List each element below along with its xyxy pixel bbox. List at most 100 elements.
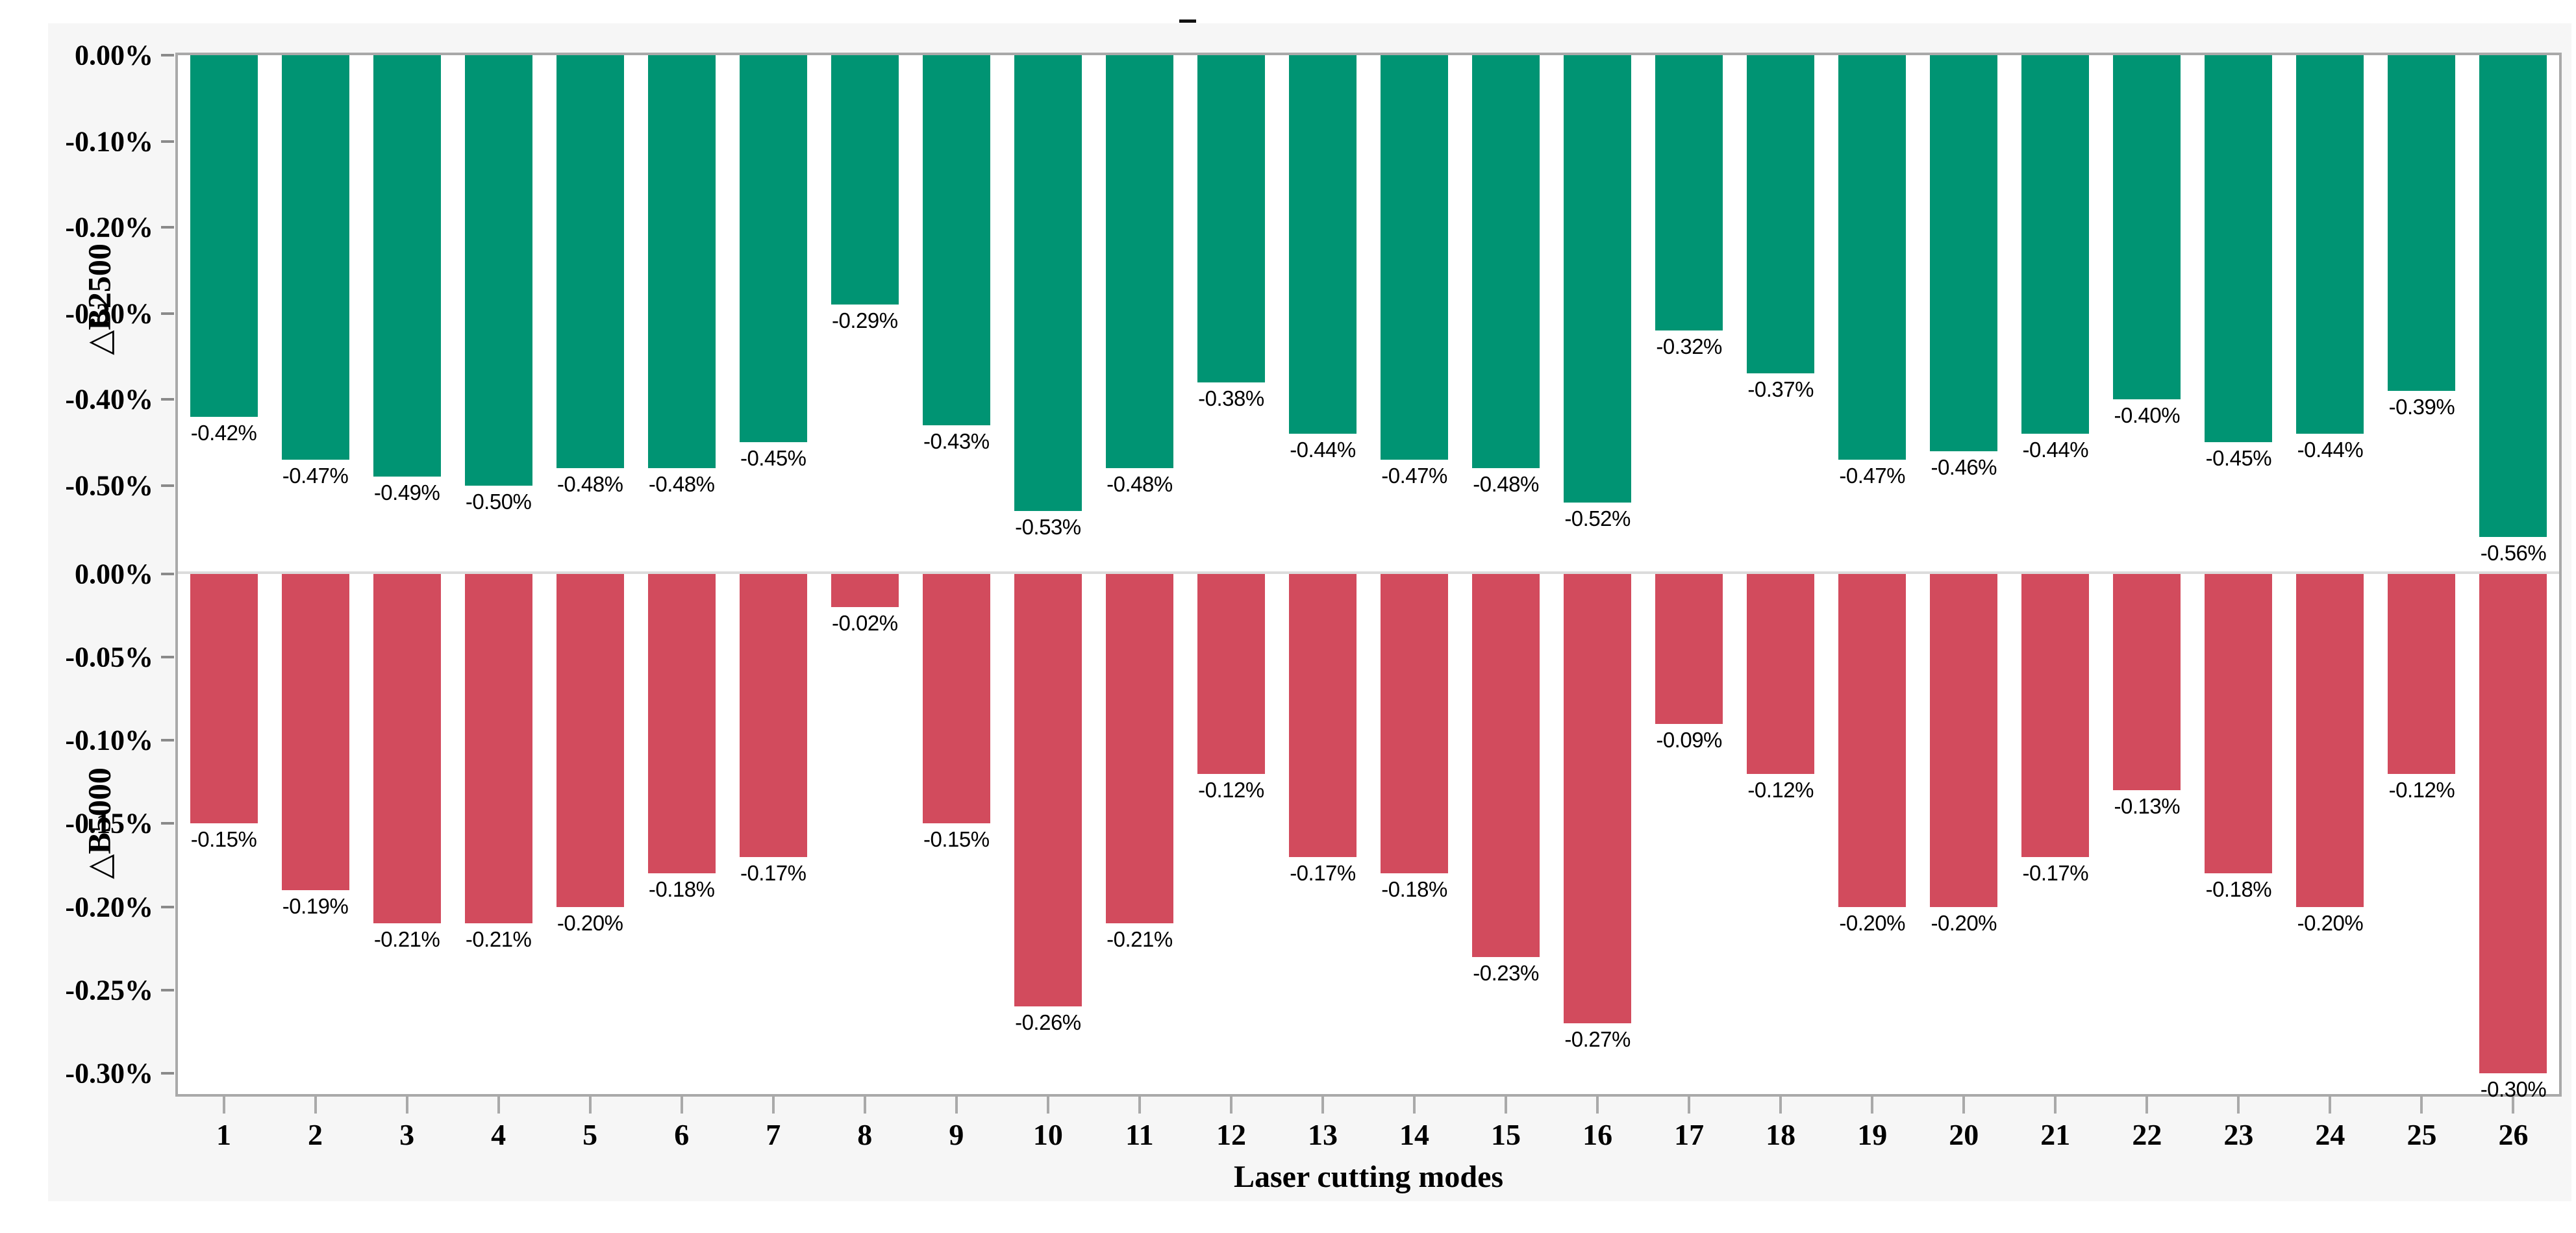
bar-value-label-b5000-mode-5: -0.20% <box>556 910 623 935</box>
y-tick-label-b5000: -0.30% <box>65 1057 153 1090</box>
bar-b2500-mode-23 <box>2205 55 2273 443</box>
bar-b2500-mode-5 <box>556 55 624 468</box>
y-tick-label-b5000: -0.20% <box>65 891 153 923</box>
bar-b5000-mode-11 <box>1105 574 1173 924</box>
bar-b5000-mode-9 <box>922 574 990 824</box>
x-tick-label-mode-4: 4 <box>491 1118 506 1151</box>
bar-b2500-mode-9 <box>922 55 990 425</box>
y-tick-label-b5000: 0.00% <box>75 558 153 590</box>
bar-b5000-mode-15 <box>1472 574 1540 957</box>
bar-b2500-mode-8 <box>831 55 899 305</box>
bar-b2500-mode-16 <box>1564 55 1632 503</box>
bar-value-label-b2500-mode-15: -0.48% <box>1473 472 1539 496</box>
y-tick-label-b2500: -0.50% <box>65 469 153 501</box>
x-tick-mode-26 <box>2512 1097 2515 1114</box>
x-tick-label-mode-3: 3 <box>399 1118 415 1151</box>
y-tick-b2500 <box>161 312 174 315</box>
bar-b2500-mode-7 <box>739 55 807 443</box>
bar-b5000-mode-24 <box>2296 574 2364 907</box>
bar-value-label-b2500-mode-4: -0.50% <box>465 489 532 514</box>
x-tick-label-mode-8: 8 <box>857 1118 873 1151</box>
y-tick-label-b5000: -0.15% <box>65 807 153 840</box>
bar-value-label-b2500-mode-19: -0.47% <box>1839 463 1905 488</box>
bar-value-label-b2500-mode-11: -0.48% <box>1107 472 1173 496</box>
bar-b2500-mode-25 <box>2388 55 2456 391</box>
panel-divider <box>178 571 2559 574</box>
y-tick-label-b5000: -0.05% <box>65 641 153 673</box>
bar-b2500-mode-11 <box>1105 55 1173 468</box>
bar-value-label-b5000-mode-17: -0.09% <box>1656 727 1722 752</box>
y-tick-label-b2500: -0.30% <box>65 297 153 329</box>
bar-value-label-b5000-mode-13: -0.17% <box>1290 860 1356 885</box>
bar-b5000-mode-5 <box>556 574 624 907</box>
x-tick-mode-21 <box>2054 1097 2057 1114</box>
y-tick-b5000 <box>161 739 174 742</box>
bar-b2500-mode-19 <box>1838 55 1907 460</box>
bar-b2500-mode-1 <box>190 55 258 417</box>
bar-value-label-b2500-mode-18: -0.37% <box>1747 377 1814 402</box>
x-tick-mode-17 <box>1688 1097 1691 1114</box>
x-tick-mode-23 <box>2237 1097 2240 1114</box>
bar-value-label-b2500-mode-17: -0.32% <box>1656 334 1722 358</box>
x-axis: Laser cutting modes 1 2 3 4 5 6 7 8 9 10 11 12 13 14 1… <box>175 1097 2562 1227</box>
panel-b5000: -0.15% -0.19% -0.21% -0.21% -0.20% -0.18% -0.1… <box>65 558 2559 1101</box>
x-tick-label-mode-18: 18 <box>1766 1118 1796 1151</box>
y-tick-label-b2500: -0.20% <box>65 211 153 243</box>
bar-value-label-b2500-mode-24: -0.44% <box>2297 438 2364 462</box>
bar-value-label-b2500-mode-22: -0.40% <box>2114 403 2181 427</box>
x-tick-mode-2 <box>314 1097 317 1114</box>
bar-b2500-mode-26 <box>2479 55 2547 537</box>
bar-b2500-mode-4 <box>464 55 532 486</box>
bar-b5000-mode-8 <box>831 574 899 608</box>
bar-b2500-mode-18 <box>1747 55 1815 374</box>
bar-b5000-mode-6 <box>647 574 716 874</box>
x-tick-mode-16 <box>1596 1097 1599 1114</box>
bar-value-label-b5000-mode-25: -0.12% <box>2388 777 2455 802</box>
x-tick-mode-20 <box>1962 1097 1966 1114</box>
x-tick-label-mode-10: 10 <box>1032 1118 1063 1151</box>
bar-value-label-b5000-mode-18: -0.12% <box>1747 777 1814 802</box>
bar-value-label-b5000-mode-10: -0.26% <box>1015 1010 1081 1035</box>
x-tick-label-mode-22: 22 <box>2132 1118 2162 1151</box>
bar-b5000-mode-3 <box>373 574 441 924</box>
x-tick-mode-24 <box>2329 1097 2332 1114</box>
bar-b5000-mode-17 <box>1655 574 1723 724</box>
x-tick-mode-5 <box>588 1097 592 1114</box>
bar-b5000-mode-12 <box>1197 574 1265 774</box>
x-tick-label-mode-9: 9 <box>949 1118 964 1151</box>
y-tick-b5000 <box>161 573 174 575</box>
bar-value-label-b5000-mode-20: -0.20% <box>1931 910 1997 935</box>
y-tick-b5000 <box>161 988 174 991</box>
x-tick-label-mode-1: 1 <box>216 1118 232 1151</box>
bar-value-label-b2500-mode-14: -0.47% <box>1381 463 1447 488</box>
bar-value-label-b2500-mode-20: -0.46% <box>1931 455 1997 479</box>
bar-value-label-b2500-mode-16: -0.52% <box>1564 506 1631 530</box>
y-tick-b2500 <box>161 398 174 401</box>
bar-b2500-mode-15 <box>1472 55 1540 468</box>
bar-value-label-b2500-mode-3: -0.49% <box>373 480 440 505</box>
bar-b2500-mode-6 <box>647 55 716 468</box>
bar-b5000-mode-25 <box>2388 574 2456 774</box>
bar-value-label-b5000-mode-19: -0.20% <box>1839 910 1905 935</box>
bar-value-label-b5000-mode-3: -0.21% <box>373 927 440 952</box>
chart-figure: △B2500 △B5000 -0.42% -0.47% -0.49% -0.50% -0… <box>48 23 2571 1201</box>
y-tick-b5000 <box>161 905 174 908</box>
bar-b2500-mode-13 <box>1288 55 1357 434</box>
plot-frame: -0.42% -0.47% -0.49% -0.50% -0.48% -0.48% -0.4… <box>65 40 2562 1101</box>
x-axis-title: Laser cutting modes <box>1233 1160 1504 1194</box>
bar-b2500-mode-14 <box>1381 55 1449 460</box>
y-tick-label-b2500: -0.10% <box>65 125 153 157</box>
x-tick-mode-13 <box>1321 1097 1324 1114</box>
bar-b5000-mode-23 <box>2205 574 2273 874</box>
x-tick-label-mode-13: 13 <box>1307 1118 1338 1151</box>
bar-value-label-b5000-mode-21: -0.17% <box>2022 860 2089 885</box>
x-tick-label-mode-21: 21 <box>2040 1118 2071 1151</box>
bar-value-label-b2500-mode-25: -0.39% <box>2388 394 2455 419</box>
x-tick-mode-19 <box>1871 1097 1874 1114</box>
x-tick-label-mode-6: 6 <box>674 1118 690 1151</box>
bar-value-label-b5000-mode-22: -0.13% <box>2114 794 2181 819</box>
bar-value-label-b5000-mode-23: -0.18% <box>2205 877 2272 902</box>
bar-b5000-mode-16 <box>1564 574 1632 1024</box>
x-tick-mode-10 <box>1046 1097 1049 1114</box>
x-tick-label-mode-16: 16 <box>1582 1118 1613 1151</box>
